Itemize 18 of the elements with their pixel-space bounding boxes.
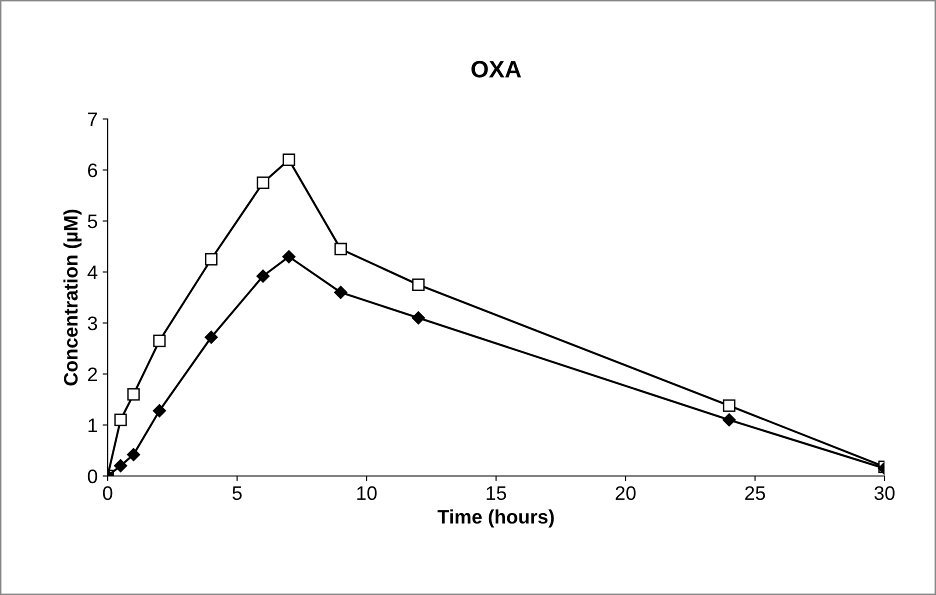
y-tick-label: 0 <box>88 469 98 484</box>
y-tick-label: 5 <box>88 214 98 228</box>
y-tick-label: 3 <box>88 316 98 330</box>
y-tick-label: 6 <box>88 163 98 178</box>
x-tick-label: 30 <box>874 486 895 500</box>
y-tick-label: 7 <box>88 112 97 126</box>
x-tick-label: 20 <box>616 486 636 500</box>
y-tick-label: 2 <box>88 367 97 382</box>
x-tick-label: 15 <box>486 486 506 500</box>
x-tick-label: 5 <box>232 486 242 500</box>
x-tick-label: 10 <box>357 486 377 500</box>
x-tick-label: 25 <box>745 486 766 500</box>
x-axis-title: Time (hours) <box>438 509 554 528</box>
y-tick-label: 1 <box>88 418 97 432</box>
x-tick-label: 0 <box>102 486 112 500</box>
chart-title: OXA <box>471 60 522 78</box>
y-axis-title: Concentration (µM) <box>63 210 82 386</box>
y-tick-label: 4 <box>88 266 98 280</box>
